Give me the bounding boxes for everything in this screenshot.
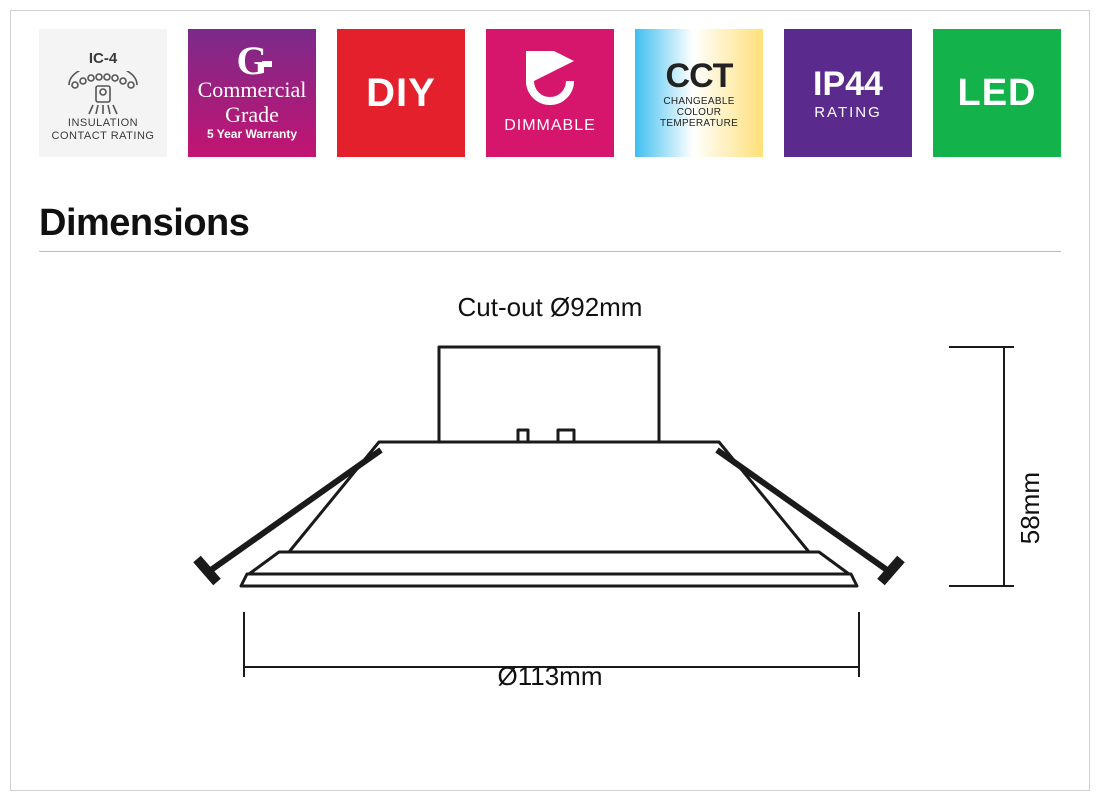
badge-dimmable: DIMMABLE <box>486 29 614 157</box>
diy-text: DIY <box>366 71 436 116</box>
ic4-code: IC-4 <box>89 50 117 67</box>
insulation-icon <box>63 71 143 115</box>
badge-row: IC-4 INSULATION CONTACT RATING G Commerc… <box>39 29 1061 157</box>
badge-ip44: IP44 RATING <box>784 29 912 157</box>
height-label: 58mm <box>1015 472 1046 544</box>
cct-line3: TEMPERATURE <box>660 118 738 129</box>
badge-led: LED <box>933 29 1061 157</box>
dimension-diagram: Cut-out Ø92mm <box>39 272 1061 752</box>
commercial-line1: Commercial <box>198 80 307 101</box>
commercial-line2: Grade <box>225 105 279 126</box>
ip44-big: IP44 <box>813 65 883 104</box>
cct-big: CCT <box>666 57 733 96</box>
ic4-line1: INSULATION <box>68 117 138 130</box>
commercial-warranty: 5 Year Warranty <box>207 127 297 141</box>
cct-line2: COLOUR <box>677 107 722 118</box>
led-text: LED <box>958 72 1037 115</box>
section-title: Dimensions <box>39 202 1061 252</box>
badge-cct: CCT CHANGEABLE COLOUR TEMPERATURE <box>635 29 763 157</box>
dimmable-text: DIMMABLE <box>504 117 596 135</box>
spec-panel: IC-4 INSULATION CONTACT RATING G Commerc… <box>10 10 1090 791</box>
badge-diy: DIY <box>337 29 465 157</box>
cct-line1: CHANGEABLE <box>663 96 734 107</box>
width-label: Ø113mm <box>498 661 603 692</box>
ic4-line2: CONTACT RATING <box>52 130 155 143</box>
dimmer-icon <box>520 51 580 111</box>
ip44-sub: RATING <box>814 104 882 121</box>
badge-ic4: IC-4 INSULATION CONTACT RATING <box>39 29 167 157</box>
badge-commercial-grade: G Commercial Grade 5 Year Warranty <box>188 29 316 157</box>
commercial-glyph: G <box>236 45 267 77</box>
